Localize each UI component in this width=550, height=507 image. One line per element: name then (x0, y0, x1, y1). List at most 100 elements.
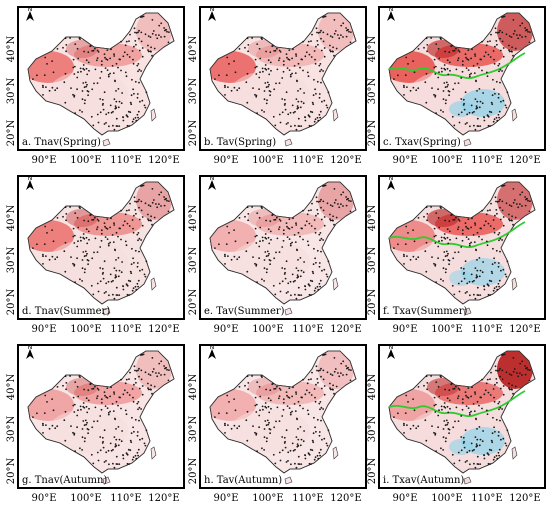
station-dot (135, 32, 138, 34)
station-dot (511, 388, 513, 391)
station-dot (453, 124, 456, 127)
station-dot (72, 66, 75, 69)
station-dot (448, 428, 451, 431)
station-dot (527, 30, 529, 33)
station-dot (322, 40, 325, 43)
station-dot (322, 16, 324, 18)
station-dot (473, 448, 475, 451)
station-dot (289, 411, 292, 414)
station-dot (286, 67, 289, 69)
station-dot (147, 213, 149, 216)
station-dot (259, 395, 262, 398)
station-dot (278, 228, 280, 231)
station-dot (132, 227, 134, 230)
station-dot (517, 206, 520, 209)
station-dot (151, 223, 153, 226)
station-dot (306, 71, 309, 74)
station-dot (498, 63, 501, 65)
station-dot (292, 280, 295, 283)
station-dot (278, 420, 281, 422)
station-dot (313, 416, 315, 419)
station-dot (144, 371, 147, 374)
station-dot (296, 445, 299, 447)
station-dot (85, 228, 88, 231)
station-dot (133, 196, 136, 199)
y-tick-label: 20°N (188, 289, 199, 316)
station-dot (255, 403, 258, 406)
station-dot (150, 219, 152, 222)
station-dot (460, 436, 463, 438)
station-dot (106, 218, 109, 220)
station-dot (115, 294, 118, 296)
station-dot (317, 43, 319, 46)
x-tick-label: 100°E (70, 324, 101, 335)
station-dot (103, 222, 106, 224)
station-dot (72, 93, 74, 96)
station-dot (90, 115, 93, 118)
station-dot (54, 258, 57, 261)
station-dot (316, 418, 319, 421)
station-dot (141, 55, 144, 58)
station-dot (140, 369, 143, 372)
station-dot (121, 430, 123, 432)
north-arrow-label: N (389, 175, 394, 182)
y-tick-label: 40°N (188, 374, 199, 401)
station-dot (133, 365, 136, 368)
station-dot (291, 104, 294, 107)
station-dot (230, 427, 233, 430)
y-axis-labels: 40°N30°N20°N (188, 205, 199, 316)
station-dot (494, 27, 497, 30)
station-dot (502, 224, 505, 227)
station-dot (329, 44, 331, 47)
station-dot (457, 228, 459, 231)
station-dot (295, 128, 298, 131)
station-dot (478, 404, 480, 407)
station-dot (393, 78, 395, 80)
station-dot (261, 109, 263, 112)
station-dot (316, 454, 319, 457)
station-dot (393, 416, 395, 418)
station-dot (281, 449, 284, 452)
station-dot (96, 113, 99, 116)
station-dot (107, 449, 110, 452)
station-dot (508, 388, 511, 391)
station-dot (474, 98, 477, 100)
station-dot (322, 408, 324, 410)
station-dot (278, 282, 281, 285)
station-dot (468, 75, 471, 78)
station-dot (501, 239, 503, 241)
station-dot (114, 443, 117, 445)
station-dot (127, 448, 130, 451)
station-dot (109, 410, 111, 413)
station-dot (266, 81, 269, 84)
station-dot (430, 375, 432, 377)
station-dot (266, 250, 269, 253)
station-dot (136, 434, 139, 437)
station-dot (268, 421, 270, 424)
station-dot (291, 273, 294, 276)
station-dot (475, 105, 478, 107)
station-dot (334, 30, 337, 32)
station-dot (56, 48, 59, 50)
station-dot (105, 58, 108, 60)
panel-label: c. Txav(Spring) (383, 137, 461, 148)
station-dot (276, 47, 278, 50)
station-dot (224, 432, 226, 434)
station-dot (262, 239, 264, 242)
station-dot (499, 37, 501, 40)
station-dot (85, 423, 88, 426)
map-panel-b: Nb. Tav(Spring)90°E 100°E 110°E 120°E (199, 6, 367, 166)
station-dot (137, 408, 139, 411)
station-dot (315, 92, 317, 95)
station-dot (458, 290, 461, 293)
station-dot (319, 454, 321, 457)
station-dot (304, 288, 307, 291)
station-dot (84, 437, 86, 440)
station-dot (247, 219, 249, 222)
station-dot (115, 438, 118, 441)
station-dot (76, 385, 79, 388)
station-dot (101, 273, 104, 275)
x-tick-label: 90°E (392, 155, 417, 166)
station-dot (132, 118, 135, 121)
station-dot (115, 231, 118, 234)
